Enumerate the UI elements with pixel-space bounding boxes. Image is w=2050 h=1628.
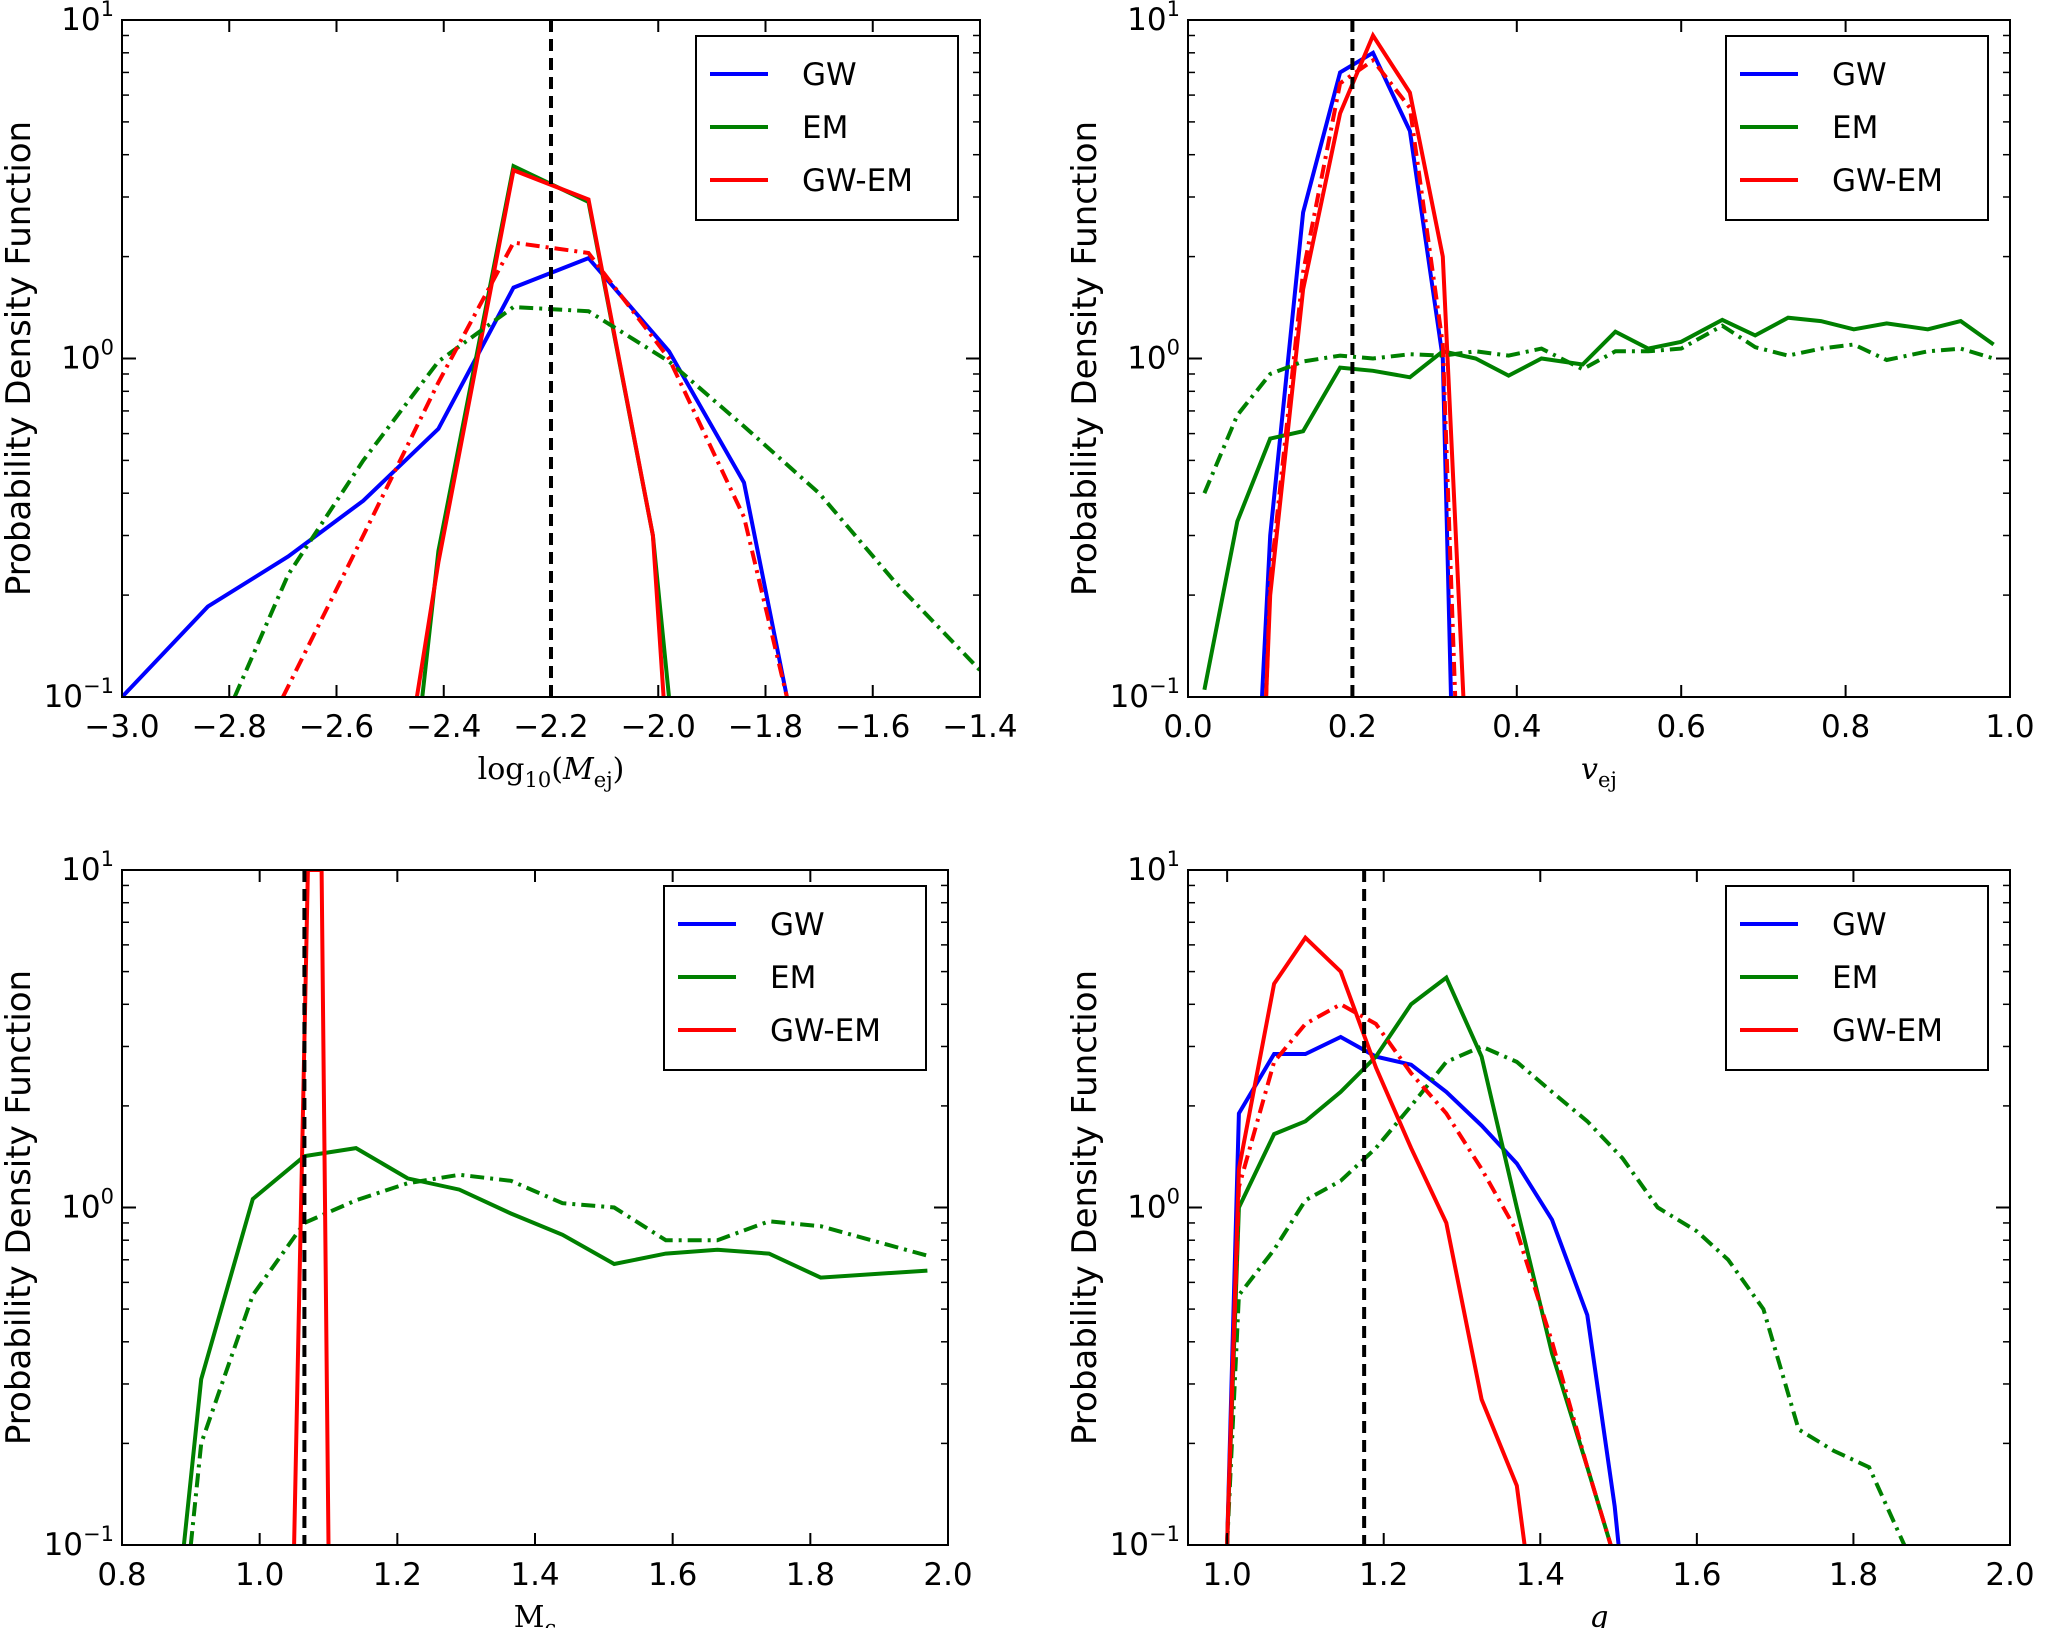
- x-tick-label: 1.4: [1516, 1557, 1565, 1593]
- series-em-dashdot: [188, 1172, 928, 1545]
- series-em-solid: [1202, 315, 1995, 691]
- legend: GW EM GW-EM: [695, 35, 959, 221]
- series-gw-em-solid: [1225, 934, 1527, 1545]
- plot-area: [122, 163, 980, 697]
- x-tick-label: −2.8: [192, 709, 267, 745]
- panel-mc: 0.8 1.0 1.2 1.4 1.6 1.8 2.010110010−1Probabili…: [0, 847, 973, 1628]
- y-tick-label: 101: [61, 847, 114, 888]
- x-tick-label: 1.6: [648, 1557, 697, 1593]
- x-tick-label: 1.4: [510, 1557, 559, 1593]
- x-tick-label: −2.0: [621, 709, 696, 745]
- x-tick-label: −2.4: [406, 709, 481, 745]
- legend-label-gw: GW: [802, 57, 857, 93]
- legend-label-gw-em: GW-EM: [802, 163, 913, 199]
- x-tick-label: −2.6: [299, 709, 374, 745]
- x-tick-label: 1.8: [786, 1557, 835, 1593]
- series-gw-em-dashdot: [281, 240, 789, 697]
- legend-label-gw: GW: [1832, 907, 1887, 943]
- series-em-dashdot: [1225, 1044, 1907, 1545]
- y-tick-label: 100: [1127, 1185, 1180, 1226]
- x-tick-label: −1.6: [835, 709, 910, 745]
- y-tick-label: 101: [1127, 0, 1180, 38]
- x-axis-label: vej: [1581, 752, 1617, 792]
- series-gw-solid: [1260, 49, 1453, 697]
- legend-label-em: EM: [802, 110, 848, 146]
- legend: GW EM GW-EM: [1725, 885, 1989, 1071]
- x-tick-label: 1.8: [1829, 1557, 1878, 1593]
- y-axis-label: Probability Density Function: [1065, 121, 1105, 596]
- y-tick-label: 100: [1127, 336, 1180, 377]
- series-em-dashdot: [232, 304, 980, 697]
- x-tick-label: 0.8: [1821, 709, 1870, 745]
- panel-vej: 0.0 0.2 0.4 0.6 0.8 1.010110010−1Probability …: [1065, 0, 2035, 792]
- x-tick-label: 1.2: [1359, 1557, 1408, 1593]
- series-gw-em-dashdot: [1225, 1002, 1613, 1545]
- series-em-solid: [181, 1146, 928, 1545]
- legend-label-em: EM: [1832, 960, 1878, 996]
- y-axis-label: Probability Density Function: [1065, 970, 1105, 1445]
- x-tick-label: 1.0: [1202, 1557, 1251, 1593]
- panel-q: 1.0 1.2 1.4 1.6 1.8 2.0 101 100 10−1 Probability …: [1065, 847, 2035, 1628]
- series-gw-solid: [1225, 1034, 1621, 1545]
- series-em-solid: [1225, 974, 1613, 1545]
- x-tick-label: 1.6: [1672, 1557, 1721, 1593]
- series-gw-em-dashdot: [1264, 57, 1458, 697]
- legend-label-em: EM: [1832, 110, 1878, 146]
- x-tick-label: 1.0: [1985, 709, 2034, 745]
- x-tick-label: −3.0: [84, 709, 159, 745]
- x-axis-label: log10(Mej): [478, 752, 625, 792]
- series-em-dashdot: [1202, 323, 1995, 494]
- x-tick-label: 0.4: [1492, 709, 1541, 745]
- y-tick-label: 100: [61, 1185, 114, 1226]
- legend: GW EM GW-EM: [663, 885, 927, 1071]
- x-tick-label: 1.0: [235, 1557, 284, 1593]
- y-axis-label: Probability Density Function: [0, 121, 39, 596]
- y-axis-label: Probability Density Function: [0, 970, 39, 1445]
- x-tick-label: 2.0: [1985, 1557, 2034, 1593]
- y-tick-label: 101: [1127, 847, 1180, 888]
- legend: GW EM GW-EM: [1725, 35, 1989, 221]
- x-tick-label: 0.6: [1657, 709, 1706, 745]
- x-tick-label: −2.2: [513, 709, 588, 745]
- series-gw-em-solid: [292, 870, 331, 1545]
- legend-label-gw-em: GW-EM: [1832, 163, 1943, 199]
- plot-area: [181, 870, 928, 1545]
- y-tick-label: 10−1: [1110, 1522, 1180, 1563]
- legend-label-gw: GW: [1832, 57, 1887, 93]
- x-axis-label: Mc: [514, 1600, 556, 1628]
- legend-label-gw-em: GW-EM: [770, 1013, 881, 1049]
- series-gw-em-solid: [1264, 31, 1466, 697]
- legend-label-gw-em: GW-EM: [1832, 1013, 1943, 1049]
- x-tick-label: 2.0: [923, 1557, 972, 1593]
- series-gw-em-solid: [414, 167, 666, 697]
- x-tick-label: 0.2: [1328, 709, 1377, 745]
- x-tick-label: −1.4: [942, 709, 1017, 745]
- plot-area: [1225, 934, 1907, 1545]
- x-tick-label: 1.2: [373, 1557, 422, 1593]
- plot-area: [1202, 31, 1995, 697]
- x-axis-label: q: [1589, 1600, 1608, 1628]
- y-tick-label: 101: [61, 0, 114, 38]
- x-tick-label: −1.8: [728, 709, 803, 745]
- x-tick-label: 0.8: [97, 1557, 146, 1593]
- legend-label-gw: GW: [770, 907, 825, 943]
- y-tick-label: 100: [61, 336, 114, 377]
- legend-label-em: EM: [770, 960, 816, 996]
- x-tick-label: 0.0: [1163, 709, 1212, 745]
- panel-mej: −3.0 −2.8 −2.6 −2.4 −2.2 −2.0 −1.8 −1.6 −1.4 101 1…: [0, 0, 1018, 792]
